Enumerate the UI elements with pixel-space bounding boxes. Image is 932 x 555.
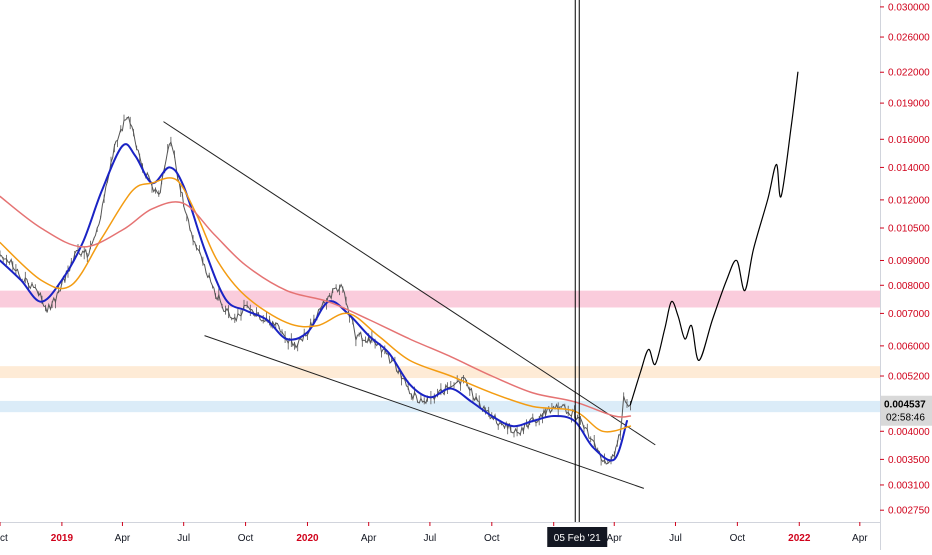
y-tick-label: 0.009000 <box>888 256 930 267</box>
y-tick-label: 0.026000 <box>888 33 930 44</box>
current-price-value: 0.004537 <box>884 400 926 411</box>
y-tick-label: 0.014000 <box>888 163 930 174</box>
x-tick-label: 2019 <box>51 533 74 544</box>
price-line <box>0 115 631 465</box>
crosshair-date-label: 05 Feb '21 <box>547 527 608 547</box>
x-tick-label: Oct <box>238 533 254 544</box>
countdown-timer: 02:58:46 <box>886 413 925 424</box>
x-tick-label: Jul <box>424 533 437 544</box>
y-tick-label: 0.008000 <box>888 281 930 292</box>
x-tick-label: Apr <box>115 533 131 544</box>
y-tick-label: 0.005200 <box>888 372 930 383</box>
x-tick-label: Oct <box>484 533 500 544</box>
x-tick-label: 2020 <box>296 533 319 544</box>
y-tick-label: 0.003100 <box>888 480 930 491</box>
y-tick-label: 0.016000 <box>888 135 930 146</box>
moving-average-2[interactable] <box>0 177 632 433</box>
y-tick-label: 0.007000 <box>888 309 930 320</box>
upper-trendline[interactable] <box>163 121 656 446</box>
price-axis[interactable]: 0.030000 0.026000 0.022000 0.019000 0.016000… <box>880 2 930 517</box>
y-tick-label: 0.030000 <box>888 2 930 13</box>
current-price-label: 0.004537 02:58:46 <box>881 395 932 426</box>
x-tick-label: Apr <box>606 533 622 544</box>
y-tick-label: 0.004000 <box>888 427 930 438</box>
lower-trendline[interactable] <box>204 335 645 489</box>
moving-average-3[interactable] <box>0 195 632 418</box>
y-tick-label: 0.006000 <box>888 341 930 352</box>
crosshair-date-text: 05 Feb '21 <box>554 533 601 544</box>
y-tick-label: 0.019000 <box>888 99 930 110</box>
y-tick-label: 0.012000 <box>888 195 930 206</box>
y-tick-label: 0.010500 <box>888 224 930 235</box>
x-tick-label: ct <box>0 533 8 544</box>
pink-resistance-zone <box>0 290 880 308</box>
moving-average-1[interactable] <box>0 143 628 462</box>
blue-support-zone <box>0 400 880 413</box>
x-tick-label: Apr <box>852 533 868 544</box>
y-tick-label: 0.003500 <box>888 455 930 466</box>
projection-path[interactable] <box>629 71 799 406</box>
x-tick-label: Oct <box>730 533 746 544</box>
x-tick-label: Jul <box>669 533 682 544</box>
y-tick-label: 0.002750 <box>888 506 930 517</box>
y-tick-label: 0.022000 <box>888 68 930 79</box>
x-tick-label: Jul <box>177 533 190 544</box>
x-tick-label: 2022 <box>788 533 811 544</box>
x-tick-label: Apr <box>361 533 377 544</box>
time-axis[interactable]: ct2019AprJulOct2020AprJulOct20AprJulOct2… <box>0 522 868 544</box>
